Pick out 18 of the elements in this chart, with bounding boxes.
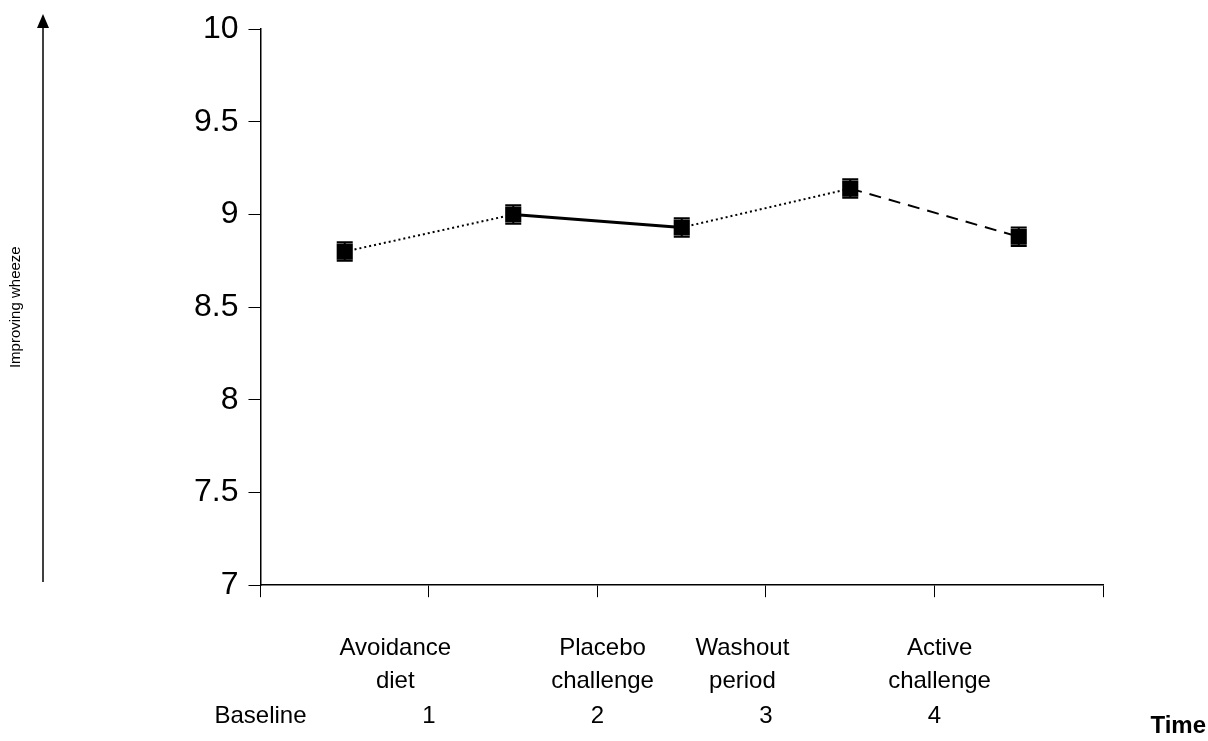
y-tick-label: 9 xyxy=(220,194,239,231)
x-tick-label: Baseline xyxy=(214,701,307,729)
x-tick-label: 1 xyxy=(422,701,436,729)
y-tick-label: 8 xyxy=(220,379,239,416)
text: Improving wheeze xyxy=(6,246,23,369)
y-tick-label: 10 xyxy=(202,9,239,46)
y-tick-label: 7 xyxy=(220,565,239,602)
text: Avoidance diet xyxy=(339,633,452,694)
x-tick-label: 3 xyxy=(759,701,773,729)
text: Placebo challenge xyxy=(551,633,654,694)
y-tick-label: 7.5 xyxy=(194,472,239,509)
x-tick-label: 4 xyxy=(927,701,942,729)
text: Active challenge xyxy=(888,633,991,694)
x-tick-label: 2 xyxy=(590,701,605,729)
y-tick-label: 9.5 xyxy=(194,101,239,138)
text: Washout period xyxy=(695,633,790,694)
y-tick-label: 8.5 xyxy=(194,287,239,324)
x-axis-title: Time xyxy=(1150,711,1206,739)
